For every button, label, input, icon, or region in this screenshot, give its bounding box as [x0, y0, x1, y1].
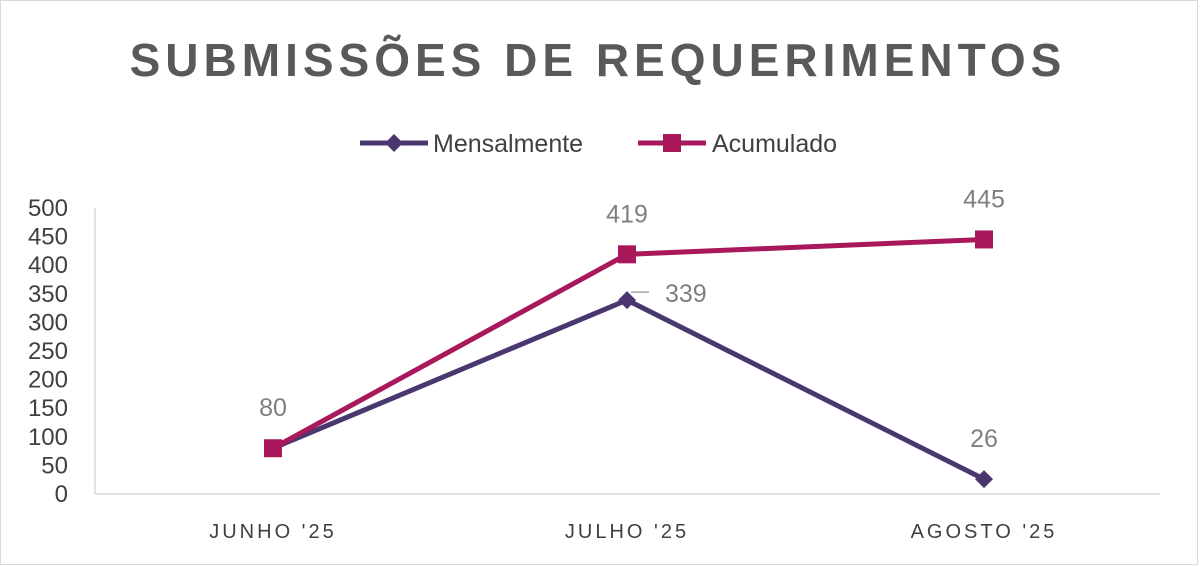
series-marker-acumulado [264, 439, 282, 458]
y-tick-label: 400 [28, 252, 68, 279]
legend: Mensalmente Acumulado [360, 130, 837, 158]
legend-label: Acumulado [712, 130, 837, 158]
y-tick-label: 300 [28, 309, 68, 336]
x-tick-label: AGOSTO '25 [911, 521, 1058, 543]
series-marker-mensalmente [618, 291, 636, 310]
series-marker-acumulado [975, 230, 993, 249]
series-marker-mensalmente [975, 470, 993, 489]
legend-label: Mensalmente [433, 130, 583, 158]
y-tick-label: 0 [55, 481, 68, 508]
y-tick-label: 250 [28, 338, 68, 365]
data-label: 445 [963, 185, 1005, 213]
series-marker-acumulado [618, 245, 636, 264]
y-tick-label: 500 [28, 195, 68, 222]
series-line-acumulado [271, 236, 985, 451]
y-tick-label: 150 [28, 395, 68, 422]
x-tick-label: JULHO '25 [565, 521, 689, 543]
x-tick-label: JUNHO '25 [209, 521, 337, 543]
y-tick-label: 200 [28, 367, 68, 394]
data-labels: 339 26 80 419 445 [259, 185, 1005, 453]
y-tick-label: 350 [28, 281, 68, 308]
data-label: 339 [665, 280, 707, 308]
chart-title: SUBMISSÕES DE REQUERIMENTOS [130, 34, 1067, 86]
legend-item-acumulado: Acumulado [638, 130, 837, 158]
data-label: 26 [970, 425, 998, 453]
data-label: 80 [259, 394, 287, 422]
legend-marker [385, 134, 403, 152]
y-tick-label: 100 [28, 424, 68, 451]
y-tick-label: 450 [28, 224, 68, 251]
legend-item-mensalmente: Mensalmente [360, 130, 583, 158]
legend-marker [663, 134, 681, 152]
y-tick-label: 50 [41, 452, 68, 479]
series-layer [264, 230, 993, 489]
data-label: 419 [606, 200, 648, 228]
